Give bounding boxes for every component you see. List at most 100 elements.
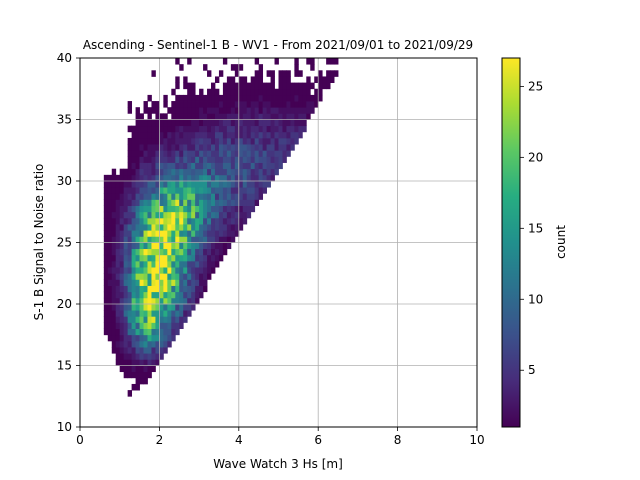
heatmap-cell bbox=[131, 310, 136, 317]
heatmap-cell bbox=[147, 353, 152, 360]
heatmap-cell bbox=[266, 174, 271, 182]
heatmap-cell bbox=[151, 316, 156, 323]
heatmap-cell bbox=[175, 267, 180, 274]
heatmap-cell bbox=[214, 76, 220, 83]
colorbar-tick-label: 15 bbox=[528, 221, 543, 235]
heatmap-cell bbox=[183, 82, 188, 90]
heatmap-cell bbox=[115, 211, 121, 219]
heatmap-cell bbox=[258, 150, 264, 157]
heatmap-cell bbox=[175, 162, 180, 170]
heatmap-cell bbox=[119, 297, 125, 305]
heatmap-cell bbox=[147, 236, 152, 243]
heatmap-cell bbox=[163, 168, 168, 176]
heatmap-cell bbox=[143, 297, 148, 305]
heatmap-cell bbox=[183, 267, 188, 274]
heatmap-cell bbox=[290, 107, 295, 114]
heatmap-cell bbox=[159, 224, 164, 231]
heatmap-cell bbox=[214, 211, 220, 219]
heatmap-cell bbox=[107, 316, 113, 323]
heatmap-cell bbox=[187, 94, 192, 102]
heatmap-cell bbox=[234, 82, 240, 90]
heatmap-cell bbox=[127, 347, 133, 354]
heatmap-cell bbox=[135, 125, 140, 133]
heatmap-cell bbox=[135, 211, 140, 219]
heatmap-cell bbox=[155, 119, 160, 127]
heatmap-cell bbox=[250, 174, 256, 182]
heatmap-cell bbox=[159, 119, 164, 127]
heatmap-cell bbox=[167, 211, 172, 219]
heatmap-cell bbox=[123, 168, 129, 176]
heatmap-cell bbox=[107, 304, 113, 311]
heatmap-cell bbox=[103, 224, 109, 231]
heatmap-cell bbox=[258, 94, 264, 102]
heatmap-cell bbox=[103, 273, 109, 280]
heatmap-cell bbox=[238, 217, 244, 225]
heatmap-cell bbox=[119, 347, 125, 354]
heatmap-cell bbox=[135, 119, 140, 127]
heatmap-cell bbox=[254, 150, 260, 157]
heatmap-cell bbox=[103, 316, 109, 323]
heatmap-cell bbox=[187, 113, 192, 120]
heatmap-cell bbox=[214, 217, 220, 225]
heatmap-cell bbox=[175, 279, 180, 286]
heatmap-cell bbox=[278, 162, 283, 170]
heatmap-cell bbox=[147, 334, 152, 342]
heatmap-cell bbox=[175, 297, 180, 305]
heatmap-cell bbox=[167, 316, 172, 323]
heatmap-cell bbox=[163, 347, 168, 354]
heatmap-cell bbox=[218, 162, 224, 170]
heatmap-cell bbox=[111, 260, 117, 268]
heatmap-cell bbox=[266, 119, 271, 127]
heatmap-cell bbox=[139, 260, 144, 268]
heatmap-cell bbox=[163, 156, 168, 163]
heatmap-cell bbox=[179, 150, 184, 157]
heatmap-cell bbox=[187, 248, 192, 256]
heatmap-cell bbox=[123, 273, 129, 280]
heatmap-cell bbox=[151, 322, 156, 329]
heatmap-cell bbox=[203, 242, 208, 250]
heatmap-cell bbox=[250, 193, 256, 200]
heatmap-cell bbox=[306, 82, 311, 90]
heatmap-cell bbox=[211, 150, 216, 157]
heatmap-cell bbox=[167, 131, 172, 139]
heatmap-cells bbox=[103, 58, 339, 397]
heatmap-cell bbox=[103, 211, 109, 219]
heatmap-cell bbox=[298, 101, 303, 108]
heatmap-cell bbox=[250, 137, 256, 145]
heatmap-cell bbox=[226, 94, 232, 102]
heatmap-cell bbox=[135, 285, 140, 293]
heatmap-cell bbox=[155, 174, 160, 182]
heatmap-cell bbox=[191, 101, 196, 108]
heatmap-cell bbox=[143, 230, 148, 237]
heatmap-cell bbox=[111, 322, 117, 329]
heatmap-cell bbox=[306, 94, 311, 102]
heatmap-cell bbox=[155, 156, 160, 163]
heatmap-cell bbox=[207, 248, 212, 256]
heatmap-cell bbox=[111, 279, 117, 286]
heatmap-cell bbox=[159, 113, 164, 120]
heatmap-cell bbox=[103, 199, 109, 206]
heatmap-cell bbox=[214, 236, 220, 243]
heatmap-cell bbox=[167, 224, 172, 231]
heatmap-cell bbox=[274, 94, 279, 102]
heatmap-cell bbox=[147, 328, 152, 336]
heatmap-cell bbox=[163, 211, 168, 219]
heatmap-cell bbox=[191, 304, 196, 311]
heatmap-cell bbox=[199, 174, 204, 182]
heatmap-cell bbox=[123, 224, 129, 231]
heatmap-cell bbox=[254, 144, 260, 151]
heatmap-cell bbox=[278, 150, 283, 157]
heatmap-cell bbox=[155, 224, 160, 231]
heatmap-cell bbox=[266, 88, 271, 96]
heatmap-cell bbox=[151, 125, 156, 133]
heatmap-cell bbox=[147, 150, 152, 157]
heatmap-cell bbox=[143, 119, 148, 127]
heatmap-cell bbox=[139, 242, 144, 250]
heatmap-cell bbox=[107, 260, 113, 268]
heatmap-cell bbox=[298, 70, 303, 77]
heatmap-cell bbox=[119, 248, 125, 256]
heatmap-cell bbox=[175, 211, 180, 219]
heatmap-cell bbox=[258, 64, 264, 71]
heatmap-cell bbox=[270, 76, 275, 83]
heatmap-cell bbox=[187, 199, 192, 206]
